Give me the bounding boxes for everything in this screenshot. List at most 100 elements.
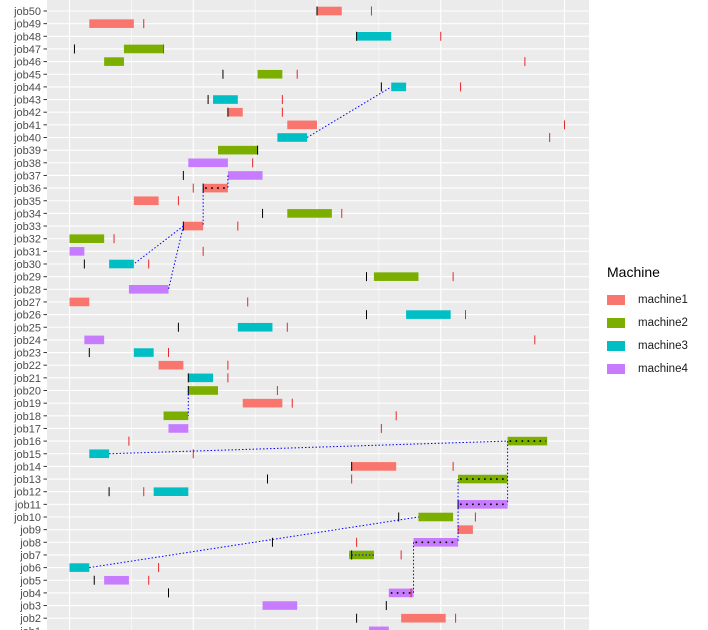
y-tick-label-job38: job38 [13,158,41,170]
y-tick-label-job18: job18 [13,411,41,423]
y-tick-label-job28: job28 [13,284,41,296]
bar-job44-machine3 [391,82,407,92]
bar-job35-machine1 [133,196,159,206]
legend-key-machine3 [607,340,625,351]
legend-label-machine2: machine2 [638,316,688,329]
y-tick-label-job7: job7 [19,550,41,562]
y-tick-label-job31: job31 [13,246,41,258]
bar-job33-machine1 [183,221,204,231]
y-tick-label-job5: job5 [19,575,41,587]
major-gridlines [47,0,589,630]
y-tick-label-job9: job9 [19,525,41,537]
legend-item-machine1: machine1 [607,288,688,311]
y-tick-label-job8: job8 [19,537,41,549]
bar-job37-machine4 [227,171,263,180]
bar-job5-machine4 [104,575,129,585]
bar-job21-machine3 [188,373,214,383]
y-tick-label-job21: job21 [13,373,41,385]
bar-job4-machine4 [388,588,414,598]
bar-job3-machine4 [262,601,298,610]
y-tick-label-job25: job25 [13,322,41,334]
bar-job29-machine2 [373,272,419,281]
bar-job24-machine4 [84,335,105,345]
y-tick-label-job24: job24 [13,335,41,347]
bar-job19-machine1 [242,398,283,408]
bar-job40-machine3 [277,133,308,142]
bar-job46-machine2 [104,57,124,66]
bar-job50-machine1 [317,6,342,16]
bar-job28-machine4 [128,285,169,294]
y-tick-label-job16: job16 [13,436,41,448]
dependency-line [89,516,419,569]
bar-job16-machine2 [507,436,548,446]
y-tick-label-job29: job29 [13,272,41,284]
y-tick-label-job47: job47 [13,44,41,56]
y-tick-label-job23: job23 [13,348,41,360]
bar-job39-machine2 [218,145,258,155]
y-tick-label-job34: job34 [13,208,41,220]
legend-title: Machine [607,264,660,280]
legend-key-machine2 [607,317,625,328]
y-tick-label-job30: job30 [13,259,41,271]
y-tick-label-job17: job17 [13,423,41,435]
bar-job17-machine4 [168,424,189,433]
bar-job6-machine3 [69,563,90,572]
bar-job43-machine3 [213,95,238,104]
y-tick-label-job37: job37 [13,170,41,182]
legend-item-machine3: machine3 [607,334,688,357]
bar-job42-machine1 [227,107,243,117]
bar-job9-machine1 [458,525,473,534]
y-tick-label-job15: job15 [13,449,41,461]
bar-job22-machine1 [158,360,184,370]
legend-label-machine3: machine3 [638,339,688,352]
legend-key-machine4 [607,363,625,374]
bar-job15-machine3 [89,449,110,459]
y-tick-label-job36: job36 [13,183,41,195]
bar-job11-machine4 [458,500,508,509]
y-tick-label-job35: job35 [13,196,41,208]
bar-job26-machine3 [406,310,451,319]
bar-job1-machine4 [368,626,389,630]
bar-job45-machine2 [257,69,283,79]
y-tick-label-job2: job2 [19,613,41,625]
y-tick-label-job48: job48 [13,31,41,43]
dependency-line [306,86,392,138]
bar-job48-machine3 [356,32,392,41]
bar-job14-machine1 [351,462,397,471]
y-tick-label-job46: job46 [13,57,41,69]
bar-job12-machine3 [153,487,189,496]
bar-job8-machine4 [413,538,459,547]
y-tick-label-job32: job32 [13,234,41,246]
legend-item-machine2: machine2 [607,311,688,334]
legend-item-machine4: machine4 [607,357,688,380]
bar-job13-machine2 [458,474,508,484]
bar-job36-machine1 [203,183,228,193]
dependency-line [168,225,184,290]
y-tick-label-job11: job11 [14,499,41,511]
y-tick-label-job14: job14 [13,461,41,473]
y-axis-labels: job1job2job3job4job5job6job7job8job9job1… [13,6,41,630]
y-tick-label-job1: job1 [19,626,41,630]
y-tick-label-job20: job20 [13,386,41,398]
y-tick-label-job33: job33 [13,221,41,233]
bar-job23-machine3 [133,348,154,357]
bar-job38-machine4 [188,158,228,168]
legend-key-machine1 [607,294,625,305]
y-tick-label-job49: job49 [13,19,41,31]
bar-job31-machine4 [69,247,85,256]
y-tick-label-job10: job10 [13,512,41,524]
dependency-lines [89,86,509,593]
y-tick-label-job26: job26 [13,310,41,322]
release-due-marks [73,6,565,623]
bar-job34-machine2 [287,209,332,218]
y-tick-label-job45: job45 [13,69,41,81]
y-tick-label-job44: job44 [13,82,41,94]
y-tick-label-job4: job4 [19,588,41,600]
bar-job30-machine3 [109,259,134,269]
legend-label-machine1: machine1 [638,293,688,306]
bar-job20-machine2 [188,386,218,395]
y-tick-label-job3: job3 [19,601,41,613]
bar-job7-machine2 [349,550,374,560]
bar-job25-machine3 [237,322,273,332]
